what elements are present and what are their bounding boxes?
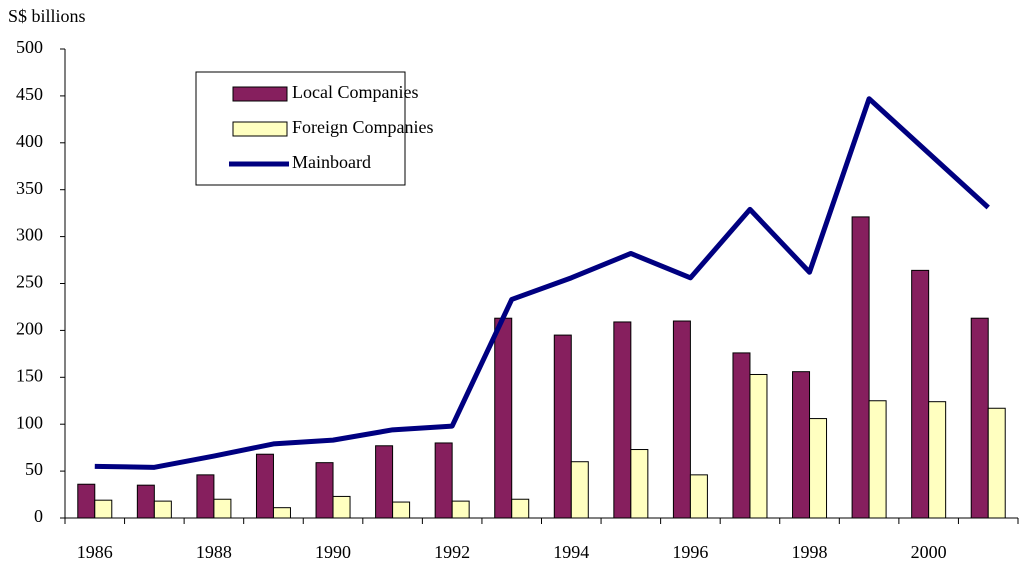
y-axis-label: S$ billions: [8, 6, 86, 26]
x-tick-label: 1986: [77, 542, 113, 562]
y-tick-label: 100: [16, 412, 43, 432]
x-tick-label: 1996: [672, 542, 708, 562]
bar: [392, 501, 411, 519]
bar: [553, 334, 572, 519]
y-tick-label: 50: [25, 459, 43, 479]
legend-label: Local Companies: [292, 82, 418, 102]
bar: [511, 498, 530, 519]
x-tick-label: 1992: [434, 542, 470, 562]
bar: [315, 462, 334, 519]
bar: [494, 317, 513, 519]
bar: [970, 317, 989, 519]
y-tick-label: 300: [16, 225, 43, 245]
x-tick-label: 1994: [553, 542, 589, 562]
bar: [749, 373, 768, 519]
bar: [809, 418, 828, 519]
bar: [196, 474, 215, 519]
bar: [792, 371, 811, 519]
bar: [928, 401, 947, 519]
bar: [987, 407, 1006, 519]
bar: [375, 445, 394, 519]
bar: [451, 500, 470, 519]
bar: [911, 269, 930, 519]
bar: [153, 500, 172, 519]
bar: [613, 321, 632, 519]
y-tick-label: 0: [34, 506, 43, 526]
x-tick-label: 2000: [911, 542, 947, 562]
bar: [213, 498, 232, 519]
legend-label: Mainboard: [292, 152, 371, 172]
bar: [272, 507, 291, 519]
bar: [851, 216, 870, 519]
bar: [255, 453, 274, 519]
bar: [94, 499, 113, 519]
legend-swatch: [232, 121, 288, 137]
y-tick-label: 150: [16, 365, 43, 385]
y-tick-label: 200: [16, 319, 43, 339]
bar: [868, 400, 887, 519]
y-tick-label: 350: [16, 178, 43, 198]
x-tick-label: 1998: [792, 542, 828, 562]
y-tick-label: 450: [16, 84, 43, 104]
y-tick-label: 500: [16, 37, 43, 57]
legend-label: Foreign Companies: [292, 117, 434, 137]
bar: [630, 449, 649, 519]
line: [94, 96, 990, 470]
bar: [732, 352, 751, 519]
y-tick-label: 250: [16, 272, 43, 292]
x-tick-label: 1988: [196, 542, 232, 562]
x-tick-label: 1990: [315, 542, 351, 562]
bar: [136, 484, 155, 519]
bar: [672, 320, 691, 519]
bar: [332, 495, 351, 519]
bar: [689, 474, 708, 519]
bar: [434, 442, 453, 519]
bar: [570, 461, 589, 519]
y-tick-label: 400: [16, 131, 43, 151]
legend-swatch: [232, 86, 288, 102]
bar: [77, 483, 96, 519]
